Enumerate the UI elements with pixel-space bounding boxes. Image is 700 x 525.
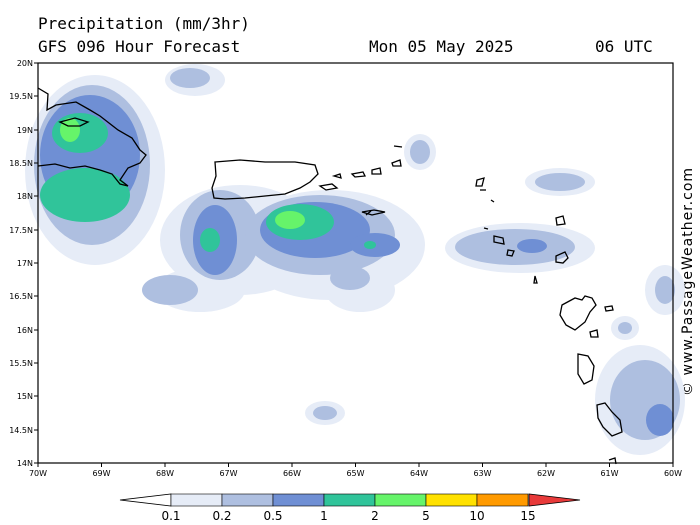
colorbar-label: 15 bbox=[520, 509, 535, 523]
lon-label: 70W bbox=[29, 469, 47, 478]
forecast-date: Mon 05 May 2025 bbox=[369, 37, 514, 56]
lon-label: 60W bbox=[664, 469, 682, 478]
lat-label: 16N bbox=[17, 326, 33, 335]
forecast-time: 06 UTC bbox=[595, 37, 653, 56]
lat-label: 14N bbox=[17, 459, 33, 468]
colorbar-label: 1 bbox=[320, 509, 328, 523]
lat-label: 14.5N bbox=[9, 426, 33, 435]
lat-label: 17N bbox=[17, 259, 33, 268]
colorbar-over-arrow bbox=[528, 493, 581, 507]
colorbar: 0.1 0.2 0.5 1 2 5 10 15 bbox=[119, 493, 581, 523]
colorbar-label: 0.1 bbox=[161, 509, 180, 523]
colorbar-label: 10 bbox=[469, 509, 484, 523]
colorbar-segment bbox=[476, 493, 529, 507]
lat-label: 15N bbox=[17, 392, 33, 401]
colorbar-segment bbox=[170, 493, 223, 507]
colorbar-segment bbox=[374, 493, 427, 507]
colorbar-label: 0.5 bbox=[263, 509, 282, 523]
map-title: Precipitation (mm/3hr) bbox=[38, 14, 250, 33]
lat-label: 19.5N bbox=[9, 92, 33, 101]
colorbar-segments bbox=[170, 493, 529, 507]
colorbar-segment bbox=[323, 493, 376, 507]
colorbar-segment bbox=[425, 493, 478, 507]
longitude-axis: 70W 69W 68W 67W 66W 65W 64W 63W 62W 61W … bbox=[29, 463, 682, 478]
coastlines bbox=[37, 87, 623, 465]
lat-label: 19N bbox=[17, 126, 33, 135]
colorbar-label: 5 bbox=[422, 509, 430, 523]
lon-label: 62W bbox=[537, 469, 555, 478]
precip-field bbox=[25, 64, 685, 455]
lon-label: 65W bbox=[346, 469, 364, 478]
colorbar-label: 2 bbox=[371, 509, 379, 523]
lat-label: 18N bbox=[17, 192, 33, 201]
lon-label: 68W bbox=[156, 469, 174, 478]
latitude-axis: 20N 19.5N 19N 18.5N 18N 17.5N 17N 16.5N … bbox=[9, 59, 38, 468]
lon-label: 67W bbox=[219, 469, 237, 478]
lat-label: 17.5N bbox=[9, 226, 33, 235]
lon-label: 69W bbox=[92, 469, 110, 478]
colorbar-segment bbox=[221, 493, 274, 507]
lon-label: 66W bbox=[283, 469, 301, 478]
colorbar-segment bbox=[272, 493, 325, 507]
lat-label: 15.5N bbox=[9, 359, 33, 368]
lat-label: 16.5N bbox=[9, 292, 33, 301]
forecast-model: GFS 096 Hour Forecast bbox=[38, 37, 241, 56]
lon-label: 63W bbox=[473, 469, 491, 478]
lon-label: 61W bbox=[600, 469, 618, 478]
colorbar-label: 0.2 bbox=[212, 509, 231, 523]
lat-label: 18.5N bbox=[9, 159, 33, 168]
lon-label: 64W bbox=[410, 469, 428, 478]
colorbar-under-arrow bbox=[119, 493, 172, 507]
lat-label: 20N bbox=[17, 59, 33, 68]
